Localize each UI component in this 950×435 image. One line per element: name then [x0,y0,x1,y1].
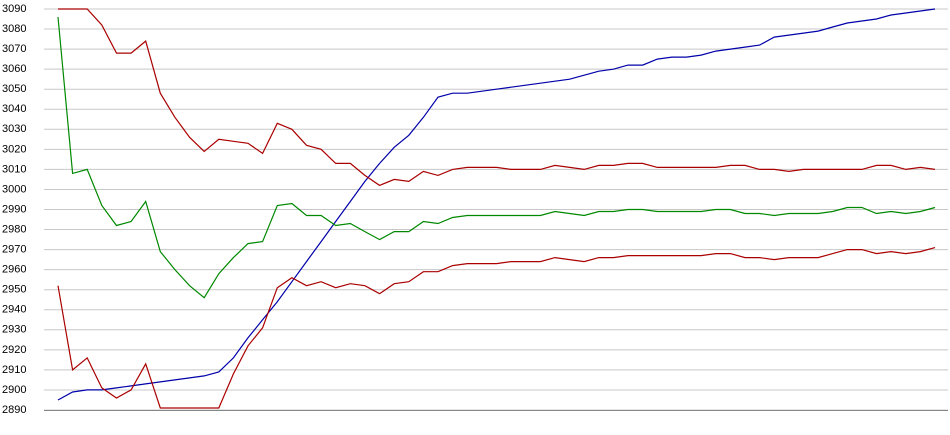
y-tick-label: 2900 [2,384,26,396]
series-line [58,8,936,187]
y-tick-label: 2990 [2,203,26,215]
series-line [57,8,936,401]
y-tick-label: 2980 [2,223,26,235]
y-tick-label: 2920 [2,344,26,356]
y-tick-label: 2970 [2,244,26,256]
y-tick-label: 2950 [2,284,26,296]
y-tick-label: 3000 [2,183,26,195]
y-tick-label: 3010 [2,163,26,175]
y-tick-label: 3090 [2,3,26,15]
y-tick-label: 3050 [2,83,26,95]
y-tick-label: 3040 [2,103,26,115]
y-tick-label: 3080 [2,23,26,35]
y-tick-label: 3070 [2,43,26,55]
series-line [57,16,936,299]
series-line [57,247,936,409]
y-tick-label: 2930 [2,324,26,336]
y-tick-label: 3060 [2,63,26,75]
y-tick-label: 2910 [2,364,26,376]
y-tick-label: 2960 [2,264,26,276]
y-tick-label: 2940 [2,304,26,316]
y-tick-label: 3020 [2,143,26,155]
y-tick-label: 3030 [2,123,26,135]
y-tick-label: 2890 [2,404,26,416]
